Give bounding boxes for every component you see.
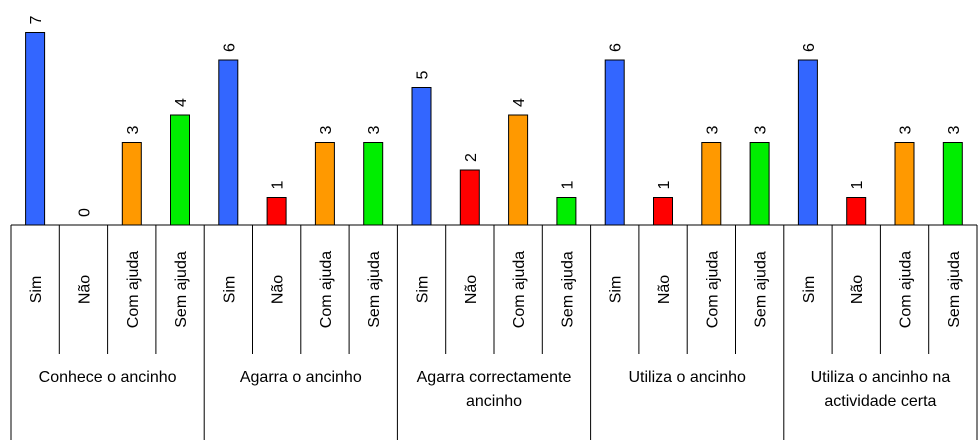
value-label: 7 (28, 16, 45, 25)
category-label: Não (270, 275, 287, 304)
bar (25, 32, 46, 226)
value-label: 3 (753, 126, 770, 135)
bar (604, 59, 625, 226)
bar (894, 142, 915, 226)
category-label: Sem ajuda (946, 251, 963, 328)
group-label: Agarra o ancinho (240, 369, 362, 386)
value-label: 3 (946, 126, 963, 135)
category-label: Não (849, 275, 866, 304)
value-label: 1 (559, 181, 576, 190)
group-label: Utiliza o ancinho (628, 369, 746, 386)
group-labels-layer: Conhece o ancinho Agarra o ancinho Agarra … (39, 369, 951, 410)
category-label: Com ajuda (704, 251, 721, 328)
bar (942, 142, 963, 226)
category-label: Sim (608, 276, 625, 304)
value-label: 1 (270, 181, 287, 190)
bar (846, 197, 867, 226)
category-label: Com ajuda (318, 251, 335, 328)
group-label: ancinho (466, 393, 522, 410)
category-label: Sem ajuda (366, 251, 383, 328)
value-label: 3 (318, 126, 335, 135)
value-label: 5 (415, 71, 432, 80)
bar (266, 197, 287, 226)
bar (508, 114, 529, 226)
bar (411, 87, 432, 226)
group-label: Conhece o ancinho (39, 369, 177, 386)
bar (556, 197, 577, 226)
category-label: Sem ajuda (753, 251, 770, 328)
value-label: 1 (656, 181, 673, 190)
category-label: Sem ajuda (559, 251, 576, 328)
bar (314, 142, 335, 226)
bar (701, 142, 722, 226)
bars-layer (25, 32, 963, 226)
group-label: actividade certa (824, 393, 936, 410)
value-label: 3 (704, 126, 721, 135)
category-label: Com ajuda (898, 251, 915, 328)
bar (653, 197, 673, 226)
bar (459, 169, 480, 226)
category-label: Não (463, 275, 480, 304)
value-label: 4 (173, 98, 190, 107)
category-labels-layer: Sim Não Com ajuda Sem ajuda Sim Não Com ajuda S… (28, 251, 963, 328)
category-label: Sem ajuda (173, 251, 190, 328)
bar (218, 59, 239, 226)
category-label: Sim (28, 276, 45, 304)
value-label: 2 (463, 153, 480, 162)
category-label: Sim (415, 276, 432, 304)
value-label: 0 (76, 208, 93, 217)
category-label: Não (76, 275, 93, 304)
value-label: 3 (125, 126, 142, 135)
value-label: 4 (511, 98, 528, 107)
bar (797, 59, 818, 226)
value-label: 1 (849, 181, 866, 190)
value-labels-layer: 7 0 3 4 6 1 3 3 5 2 4 1 6 1 3 3 6 1 3 3 (28, 16, 963, 218)
category-label: Sim (221, 276, 238, 304)
value-label: 6 (801, 43, 818, 52)
value-label: 6 (221, 43, 238, 52)
group-label: Utiliza o ancinho na (811, 369, 951, 386)
category-axis-table (10, 224, 978, 440)
value-label: 3 (898, 126, 915, 135)
group-label: Agarra correctamente (417, 369, 572, 386)
value-label: 6 (608, 43, 625, 52)
bar (749, 142, 770, 226)
bar (170, 114, 190, 226)
category-label: Com ajuda (125, 251, 142, 328)
value-label: 3 (366, 126, 383, 135)
category-label: Não (656, 275, 673, 304)
bar (121, 142, 142, 226)
category-label: Sim (801, 276, 818, 304)
category-label: Com ajuda (511, 251, 528, 328)
bar (363, 142, 384, 226)
